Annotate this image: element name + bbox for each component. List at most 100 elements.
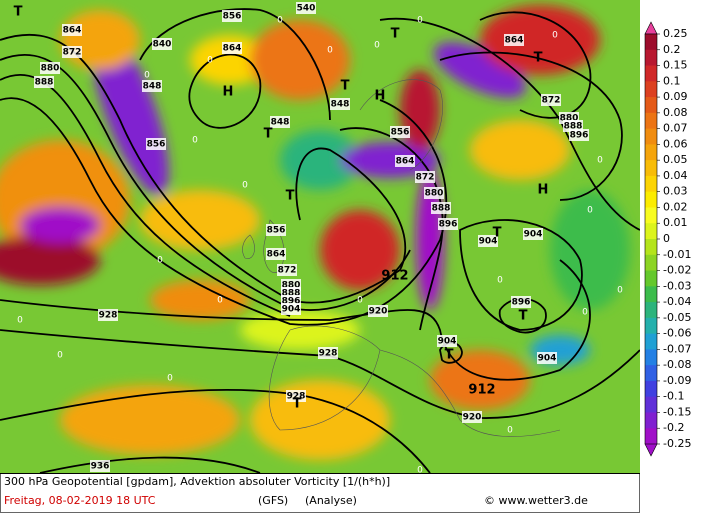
zero-label: 0 [167, 374, 173, 384]
contour-label: T [286, 189, 295, 204]
colorbar-swatch [645, 223, 657, 240]
colorbar-swatch [645, 191, 657, 208]
colorbar-label: 0.04 [663, 169, 688, 182]
contour-label: 856 [267, 226, 286, 236]
label-background [437, 335, 457, 347]
label-background [462, 411, 482, 423]
contour-label: 872 [278, 266, 297, 276]
footer-date: Freitag, 08-02-2019 18 UTC [4, 494, 156, 507]
zero-label: 0 [192, 136, 198, 146]
colorbar-swatch [645, 412, 657, 429]
contour-label: H [375, 89, 386, 104]
zero-label: 0 [507, 426, 513, 436]
zero-label: 0 [587, 206, 593, 216]
colorbar-swatch [645, 254, 657, 272]
colorbar-swatch [645, 112, 657, 130]
contour-label: 880 [282, 281, 301, 291]
label-background [34, 76, 54, 88]
geopotential-contours [0, 8, 640, 473]
zero-label: 0 [207, 56, 213, 66]
colorbar-swatch [645, 349, 657, 366]
label-background [318, 347, 338, 359]
contour-label: T [445, 348, 454, 363]
colorbar-arrow-bottom [644, 443, 658, 457]
colorbar-label: 0.02 [663, 200, 688, 213]
label-background [504, 34, 524, 46]
colorbar-swatch [645, 365, 657, 382]
colorbar-label: 0.25 [663, 27, 688, 40]
contour-label: 912 [381, 269, 408, 284]
label-background [277, 264, 297, 276]
contour-label: 928 [319, 349, 338, 359]
contour-label: T [493, 226, 502, 241]
contour-label: 880 [425, 189, 444, 199]
zero-label: 0 [242, 181, 248, 191]
zero-label: 0 [417, 16, 423, 26]
zero-label: 0 [497, 276, 503, 286]
label-background [98, 309, 118, 321]
colorbar-swatch [645, 239, 657, 256]
colorbar-label: 0.05 [663, 153, 688, 166]
footer-description: 300 hPa Geopotential [gpdam], Advektion … [4, 475, 390, 488]
contour-label: T [519, 309, 528, 324]
colorbar-label: -0.1 [663, 390, 684, 403]
contour-label: 872 [416, 173, 435, 183]
contour-label: 912 [468, 383, 495, 398]
colorbar-arrow-top [644, 21, 658, 35]
contour-label: 888 [432, 204, 451, 214]
contour-label: 896 [282, 297, 301, 307]
contour-label: T [293, 397, 302, 412]
contour-label: T [341, 79, 350, 94]
label-background [424, 187, 444, 199]
contour-label: T [14, 5, 23, 20]
contour-label: 896 [439, 220, 458, 230]
colorbar-label: -0.03 [663, 279, 691, 292]
contour-label: 864 [505, 36, 524, 46]
label-background [40, 62, 60, 74]
label-background [62, 46, 82, 58]
contour-label: 864 [223, 44, 242, 54]
zero-label: 0 [357, 296, 363, 306]
label-background [569, 129, 589, 141]
colorbar-swatch [645, 144, 657, 161]
zero-label: 0 [277, 16, 283, 26]
contour-label: 920 [463, 413, 482, 423]
colorbar-label: 0.07 [663, 122, 688, 135]
colorbar-label: 0.01 [663, 216, 688, 229]
zero-label: 0 [17, 316, 23, 326]
contour-label: 928 [99, 311, 118, 321]
contour-label: 864 [267, 250, 286, 260]
contour-label: H [223, 85, 234, 100]
label-background [415, 171, 435, 183]
colorbar-swatch [645, 317, 657, 335]
map [0, 0, 640, 473]
contour-label: 928 [287, 392, 306, 402]
label-background [330, 98, 350, 110]
contour-label: 864 [63, 26, 82, 36]
zero-label: 0 [552, 31, 558, 41]
contour-label: 904 [282, 305, 301, 315]
zero-label: 0 [144, 71, 150, 81]
contour-label: 888 [35, 78, 54, 88]
label-background [395, 155, 415, 167]
label-background [286, 390, 306, 402]
label-background [222, 42, 242, 54]
colorbar-label: -0.04 [663, 295, 691, 308]
contour-label: 864 [396, 157, 415, 167]
colorbar-swatch [645, 81, 657, 98]
label-background [296, 2, 316, 14]
contour-label: 540 [297, 4, 316, 14]
footer-model: (GFS) [258, 494, 288, 507]
footer-run: (Analyse) [305, 494, 357, 507]
contour-label: 904 [538, 354, 557, 364]
contour-label: 888 [564, 122, 583, 132]
label-background [62, 24, 82, 36]
label-background [390, 126, 410, 138]
colorbar-label: 0 [663, 232, 670, 245]
zero-label: 0 [374, 41, 380, 51]
contour-label: 840 [153, 40, 172, 50]
zero-label: 0 [327, 46, 333, 56]
colorbar-label: 0.08 [663, 106, 688, 119]
